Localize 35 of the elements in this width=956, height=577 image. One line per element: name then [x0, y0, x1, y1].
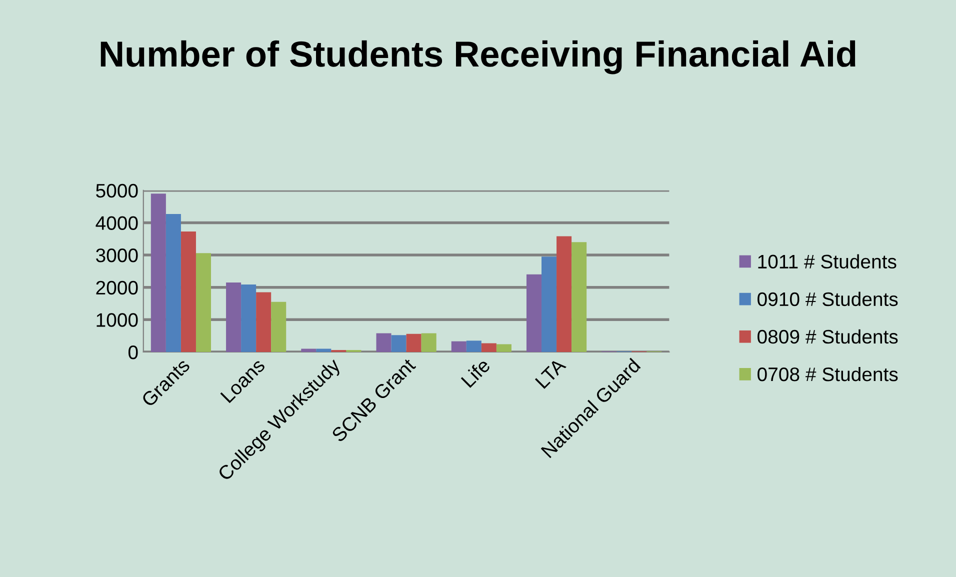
bar [271, 302, 286, 352]
y-tick-label: 0 [128, 345, 138, 360]
bar [196, 253, 212, 352]
y-tick-label: 4000 [96, 216, 138, 230]
bar [256, 292, 272, 352]
legend-label: 0708 # Students [758, 366, 898, 382]
legend-label: 1011 # Students [758, 254, 896, 269]
y-tick-label: 5000 [96, 184, 138, 198]
bar [421, 333, 436, 352]
bar [481, 343, 496, 352]
bar [301, 348, 316, 352]
y-tick-label: 3000 [96, 248, 138, 262]
x-tick-label: LTA [534, 357, 566, 389]
x-tick-label: Life [460, 357, 491, 388]
bar [391, 335, 406, 352]
bar [180, 231, 196, 352]
bar [166, 214, 181, 352]
y-tick-label: 1000 [96, 313, 138, 327]
bar [150, 194, 166, 352]
bar [542, 256, 557, 352]
bar [572, 242, 587, 352]
y-tick-label: 2000 [96, 280, 138, 295]
bar [451, 341, 466, 352]
bar [226, 282, 242, 352]
bar [496, 344, 512, 352]
bar [526, 274, 542, 352]
legend-label: 0809 # Students [758, 329, 898, 344]
bar [466, 340, 482, 352]
legend-label: 0910 # Students [758, 292, 898, 306]
bar [556, 236, 572, 352]
bar [406, 334, 422, 352]
bar [241, 284, 256, 352]
chart-title: Number of Students Receiving Financial Aid [100, 40, 856, 74]
bar [316, 348, 332, 352]
bar [376, 333, 392, 352]
